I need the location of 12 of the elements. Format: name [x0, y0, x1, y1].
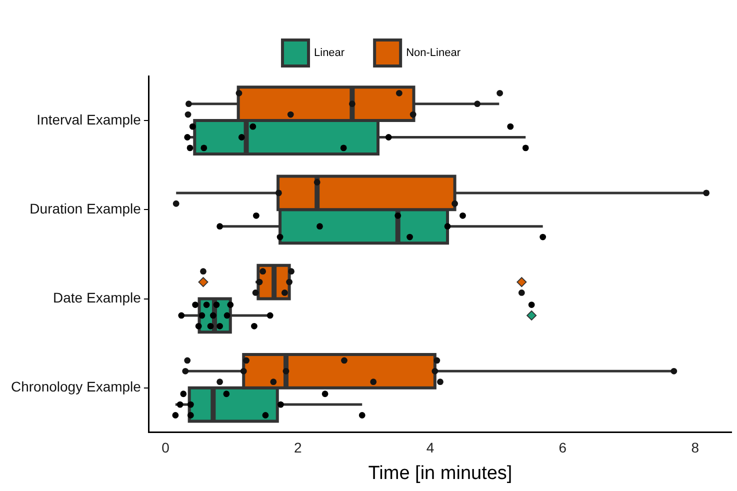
y-tick-label: Chronology Example	[10, 378, 142, 395]
y-tick-label: Duration Example	[30, 200, 142, 217]
x-tick-label: 2	[294, 440, 302, 456]
x-tick-label: 8	[691, 440, 700, 456]
x-axis-title: Time [in minutes]	[368, 462, 512, 484]
x-tick-label: 6	[558, 440, 567, 456]
x-tick-label: 0	[162, 440, 170, 456]
legend-label: Non-Linear	[406, 47, 461, 60]
x-tick-label: 4	[426, 440, 434, 456]
y-tick-label: Interval Example	[36, 111, 142, 128]
y-tick-label: Date Example	[53, 290, 142, 306]
legend-label: Linear	[314, 47, 345, 60]
